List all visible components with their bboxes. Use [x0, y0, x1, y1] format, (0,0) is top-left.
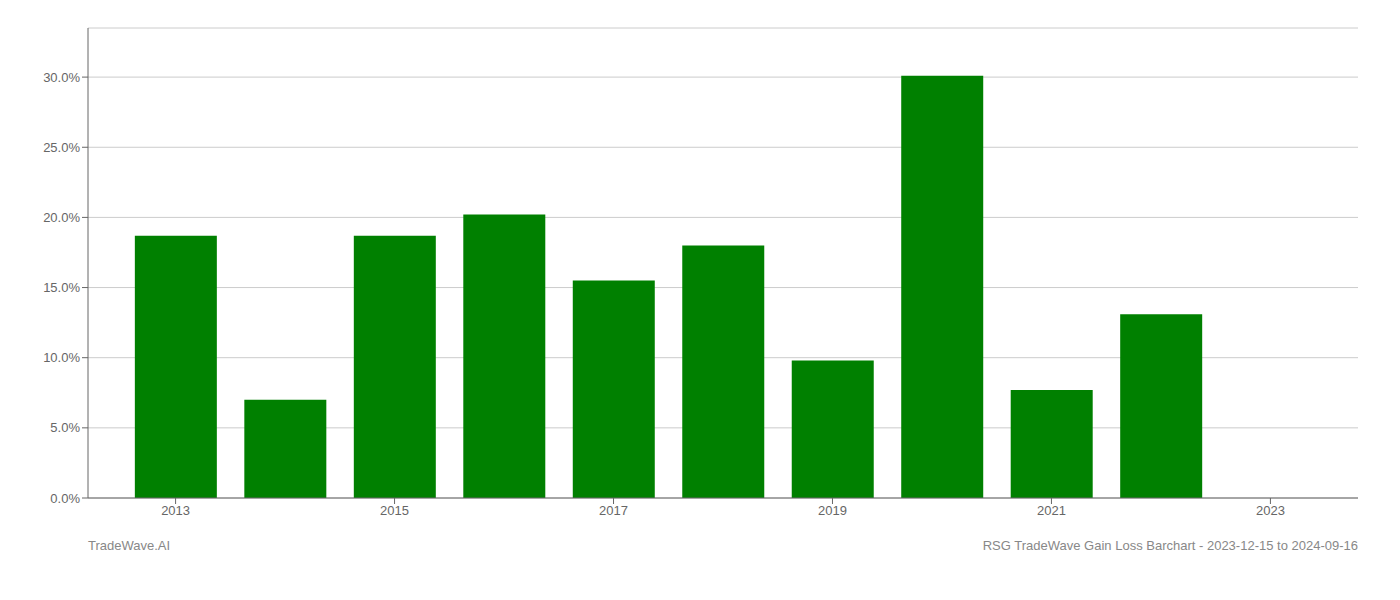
svg-text:10.0%: 10.0%	[43, 350, 80, 365]
svg-text:2017: 2017	[599, 503, 628, 518]
svg-text:2019: 2019	[818, 503, 847, 518]
html-text:TradeWave.AI: TradeWave.AI	[88, 538, 171, 553]
svg-text:25.0%: 25.0%	[43, 140, 80, 155]
html-text:RSG TradeWave Gain Loss Barcha: RSG TradeWave Gain Loss Barchart - 2023-…	[982, 538, 1358, 553]
svg-text:2021: 2021	[1037, 503, 1066, 518]
svg-text:0.0%: 0.0%	[50, 491, 80, 506]
svg-text:2015: 2015	[380, 503, 409, 518]
svg-text:20.0%: 20.0%	[43, 210, 80, 225]
svg-text:5.0%: 5.0%	[50, 420, 80, 435]
svg-text:15.0%: 15.0%	[43, 280, 80, 295]
svg-text:2023: 2023	[1256, 503, 1285, 518]
svg-text:2013: 2013	[161, 503, 190, 518]
svg-text:30.0%: 30.0%	[43, 70, 80, 85]
